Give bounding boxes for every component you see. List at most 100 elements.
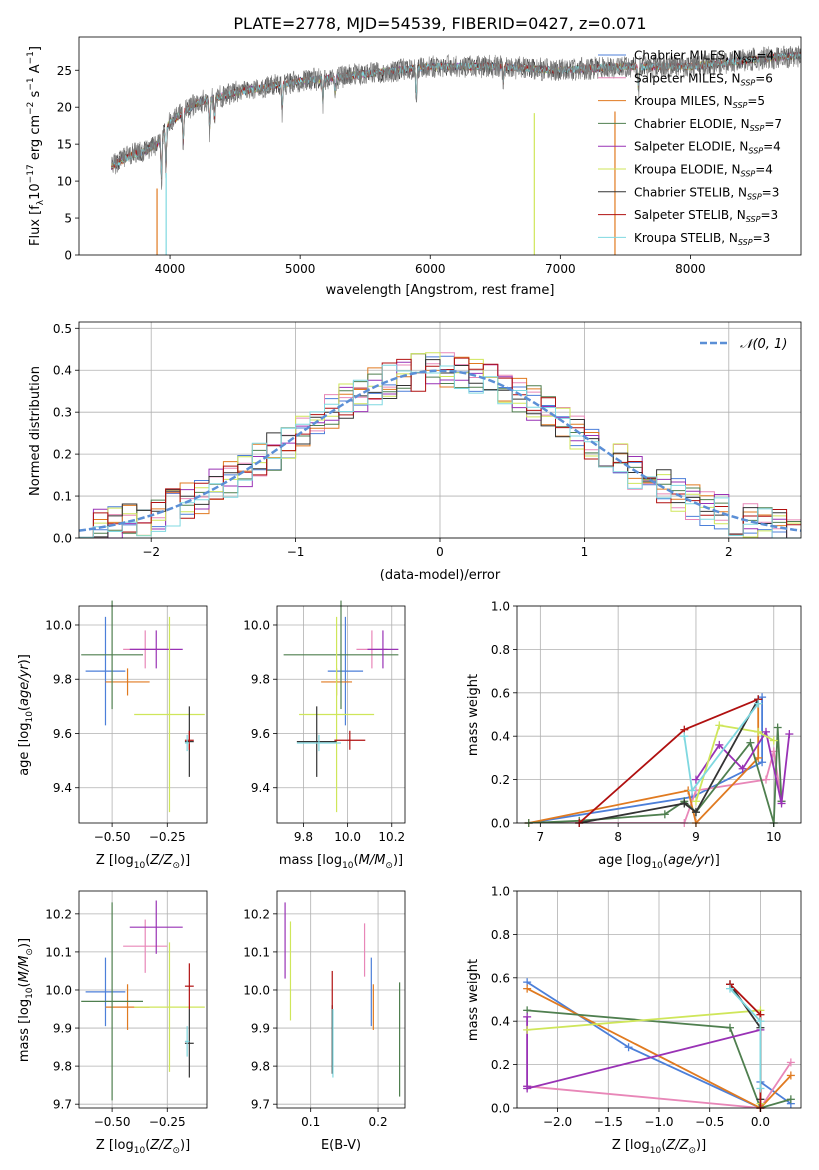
mass-weight-marker	[746, 738, 755, 747]
errorbar-point	[296, 706, 337, 777]
y-tick-label: 0.3	[53, 406, 72, 420]
massweight-vs-age-ylabel: mass weight	[466, 674, 481, 756]
errorbar-point	[184, 730, 194, 750]
spectrum-legend: Chabrier MILES, NSSP=4 Salpeter MILES, NS…	[598, 49, 782, 247]
x-tick-label: 7000	[545, 262, 576, 276]
y-tick-label: 9.8	[53, 1060, 72, 1074]
mass-weight-series-line	[527, 1061, 792, 1108]
y-tick-label: 9.4	[53, 781, 72, 795]
mass-weight-marker	[738, 764, 747, 773]
mass-weight-marker	[773, 723, 782, 732]
massweight-vs-metallicity-ylabel: mass weight	[466, 959, 481, 1041]
x-tick-label: 5000	[285, 262, 316, 276]
x-tick-label: −0.5	[695, 1115, 724, 1129]
errorbar-point	[184, 734, 190, 752]
y-tick-label: 0.4	[53, 364, 72, 378]
x-tick-label: 0.0	[751, 1115, 770, 1129]
x-tick-label: 9.8	[294, 830, 313, 844]
x-tick-label: −0.25	[149, 830, 186, 844]
mass-vs-extinction-frame	[276, 890, 406, 1109]
mass-weight-marker	[785, 730, 794, 739]
mass-weight-marker	[758, 758, 767, 767]
mass-weight-marker	[786, 1058, 795, 1067]
x-tick-label: 10.2	[378, 830, 405, 844]
age-vs-metallicity-xlabel: Z [log10(Z/Z⊙)]	[96, 853, 190, 871]
mass-weight-marker	[715, 721, 724, 730]
mass-weight-series-line	[527, 1009, 792, 1108]
y-tick-label: 5	[64, 212, 72, 226]
errorbar-point	[296, 734, 341, 752]
mass-weight-series-line	[578, 698, 759, 823]
spectrum-plot-area	[111, 45, 801, 255]
y-tick-label: 0.2	[491, 773, 510, 787]
x-tick-label: 10.0	[334, 830, 361, 844]
y-tick-label: 0.0	[491, 817, 510, 831]
errorbar-point	[184, 963, 194, 1010]
spectrum-data-line	[111, 45, 801, 190]
age-vs-metallicity-ylabel: age [log10(age/yr)]	[17, 654, 35, 776]
massweight-vs-age-frame	[516, 605, 802, 824]
mass-weight-marker	[756, 1017, 765, 1026]
errorbar-point	[134, 616, 205, 813]
errorbar-point	[81, 600, 143, 710]
x-tick-label: −2.0	[543, 1115, 572, 1129]
mass-weight-marker	[754, 727, 763, 736]
mass-weight-marker	[691, 797, 700, 806]
y-tick-label: 0.4	[491, 1015, 510, 1029]
spectrum-xlabel: wavelength [Angstrom, rest frame]	[326, 283, 555, 298]
mass-weight-marker	[726, 1023, 734, 1032]
errorbar-point	[134, 942, 205, 1072]
errorbar-point	[334, 730, 366, 750]
figure-title: PLATE=2778, MJD=54539, FIBERID=0427, z=0…	[233, 14, 646, 33]
mass-weight-marker	[523, 1012, 532, 1021]
mass-weight-series-line	[528, 703, 760, 823]
x-tick-label: 0.1	[301, 1115, 320, 1129]
massweight-vs-metallicity-plot-area	[523, 978, 795, 1112]
mass-vs-metallicity-grid	[79, 891, 207, 1108]
y-tick-label: 0.5	[53, 322, 72, 336]
legend-label: Chabrier MILES, NSSP=4	[634, 49, 774, 65]
y-tick-label: 15	[57, 138, 72, 152]
mass-vs-metallicity-ylabel: mass [log10(M/M⊙)]	[17, 938, 35, 1062]
mass-weight-marker	[761, 727, 770, 736]
x-tick-label: 4000	[155, 262, 186, 276]
y-tick-label: 10.0	[45, 618, 72, 632]
y-tick-label: 9.7	[53, 1098, 72, 1112]
mass-weight-marker	[761, 775, 770, 784]
x-tick-label: 6000	[415, 262, 446, 276]
massweight-vs-age-ticks: 7 8 9 10 0.0 0.2 0.4 0.6 0.8 1.0	[491, 600, 782, 845]
errorbar-point	[85, 616, 126, 726]
mass-vs-metallicity-frame	[78, 890, 208, 1109]
mass-vs-metallicity-xlabel: Z [log10(Z/Z⊙)]	[96, 1138, 190, 1156]
mass-weight-marker	[754, 699, 763, 708]
normal-curve	[78, 369, 802, 532]
y-tick-label: 10.1	[243, 945, 270, 959]
y-tick-label: 9.8	[53, 673, 72, 687]
y-tick-label: 0.2	[491, 1058, 510, 1072]
mass-weight-marker	[769, 736, 778, 745]
age-vs-metallicity-panel: −0.50 −0.259.49.69.810.0 Z [log10(Z/Z⊙)] …	[17, 600, 208, 871]
y-tick-label: 0	[64, 249, 72, 263]
y-tick-label: 9.8	[251, 673, 270, 687]
errorbar-point	[129, 900, 183, 954]
age-vs-mass-ticks: 9.8 10.0 10.2 9.4 9.6 9.8 10.0	[243, 618, 405, 844]
y-tick-label: 0.8	[491, 643, 510, 657]
spectrum-frame	[78, 36, 802, 256]
x-tick-label: −1	[287, 545, 305, 559]
errorbar-point	[81, 902, 143, 1101]
y-tick-label: 0.8	[491, 928, 510, 942]
errorbar-point	[105, 668, 150, 696]
mass-weight-series-line	[579, 698, 759, 823]
mass-vs-extinction-ticks: 0.1 0.2 9.7 9.8 9.9 10.0 10.1 10.2	[243, 907, 387, 1129]
legend-label: Kroupa ELODIE, NSSP=4	[634, 163, 773, 179]
mass-weight-marker	[523, 1025, 532, 1034]
mass-weight-marker	[777, 799, 786, 808]
y-tick-label: 1.0	[491, 885, 510, 899]
residual-histogram-series	[79, 361, 801, 539]
y-tick-label: 9.6	[53, 727, 72, 741]
legend-label: Chabrier STELIB, NSSP=3	[634, 185, 779, 201]
massweight-vs-metallicity-ticks: −2.0 −1.5 −1.0 −0.5 0.0 0.0 0.2 0.4 0.6 0.8 1.0	[491, 885, 770, 1130]
mass-weight-marker	[523, 984, 532, 993]
y-tick-label: 10.0	[243, 983, 270, 997]
legend-label: Kroupa STELIB, NSSP=3	[634, 231, 770, 247]
